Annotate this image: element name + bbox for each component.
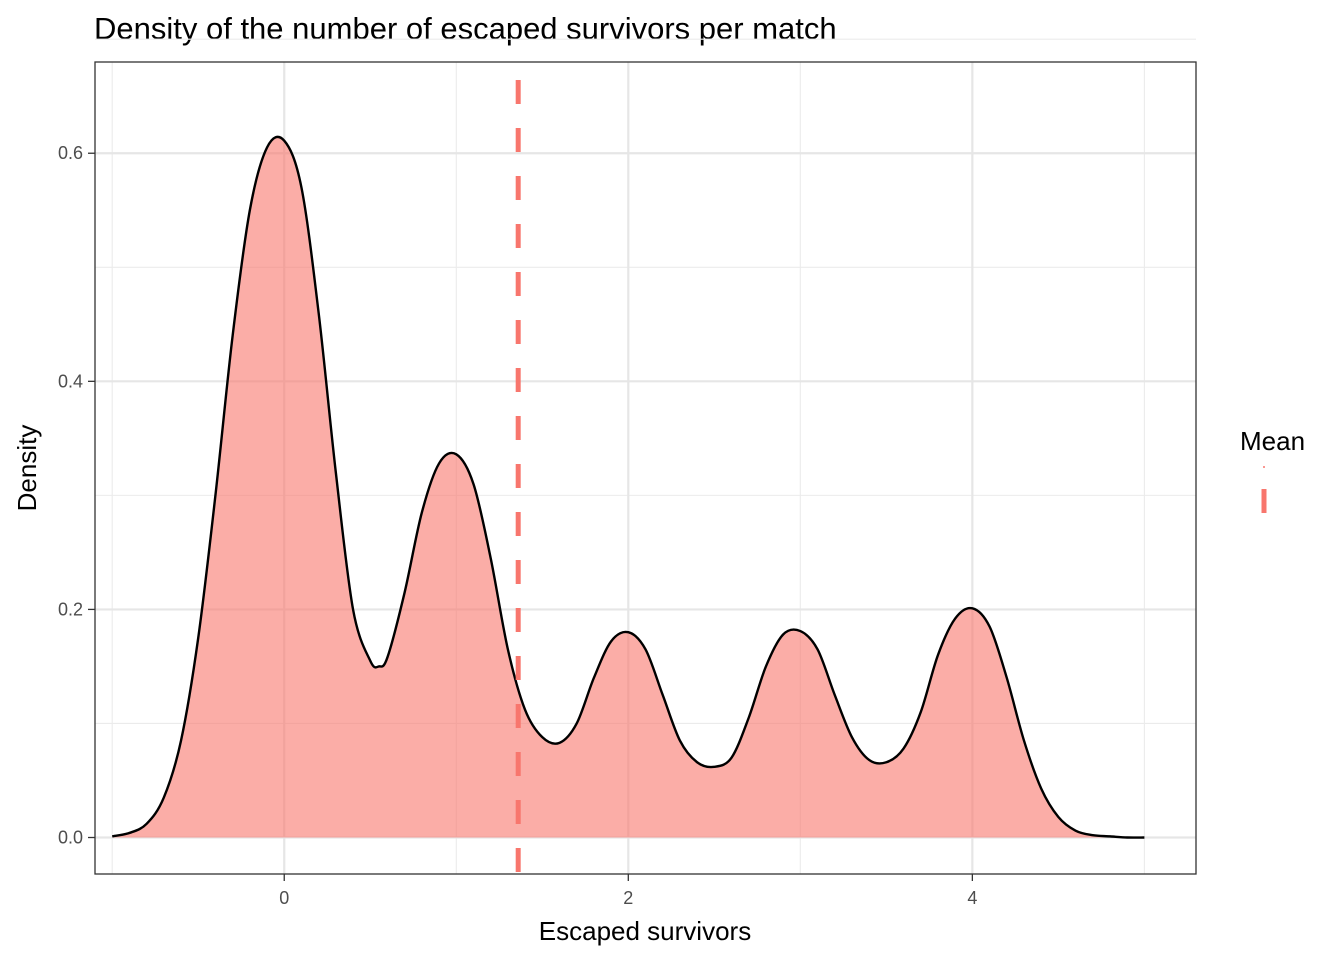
x-tick-label-2: 4 <box>967 888 977 908</box>
legend-title: Mean <box>1240 426 1305 456</box>
chart-title: Density of the number of escaped survivo… <box>94 11 837 46</box>
x-axis: 0 2 4 <box>279 874 977 908</box>
y-tick-label-3: 0.6 <box>58 143 83 163</box>
legend: Mean <box>1240 426 1305 513</box>
plot-panel <box>94 38 1197 875</box>
x-tick-label-1: 2 <box>623 888 633 908</box>
y-tick-label-0: 0.0 <box>58 828 83 848</box>
x-tick-label-0: 0 <box>279 888 289 908</box>
y-axis-title: Density <box>12 425 42 512</box>
y-tick-label-2: 0.4 <box>58 371 83 391</box>
x-axis-title: Escaped survivors <box>539 916 751 946</box>
y-tick-label-1: 0.2 <box>58 599 83 619</box>
density-layer <box>111 135 1145 839</box>
density-curve <box>111 135 1145 839</box>
plot-border <box>94 61 1197 875</box>
y-axis: 0.0 0.2 0.4 0.6 <box>58 143 95 848</box>
